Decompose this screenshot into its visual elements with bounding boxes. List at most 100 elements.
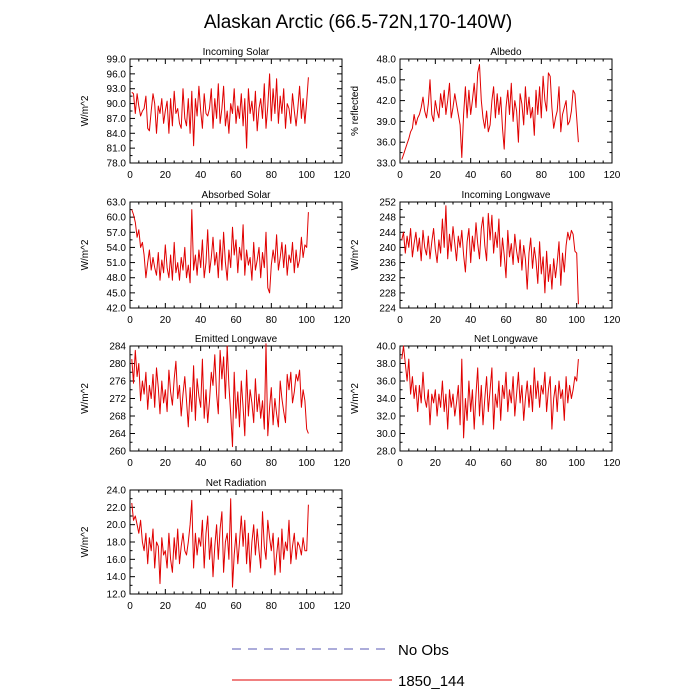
incoming-longwave-xtick-label: 40	[465, 315, 477, 326]
albedo-ytick-label: 48.0	[377, 55, 397, 66]
incoming-solar-ytick-label: 90.0	[107, 99, 127, 110]
incoming-solar-ytick-label: 84.0	[107, 129, 127, 140]
incoming-solar-ytick-label: 99.0	[107, 55, 127, 66]
absorbed-solar-ytick-label: 51.0	[107, 258, 127, 269]
net-radiation-xtick-label: 40	[195, 601, 207, 612]
net-longwave-xtick-label: 60	[500, 458, 512, 469]
absorbed-solar-xtick-label: 120	[334, 315, 351, 326]
figure-title: Alaskan Arctic (66.5-72N,170-140W)	[204, 12, 512, 33]
emitted-longwave-xtick-label: 120	[334, 458, 351, 469]
incoming-longwave-xtick-label: 120	[604, 315, 621, 326]
net-longwave-series-1850-144	[401, 345, 579, 439]
panel-net-longwave: Net Longwave 0 20 40 60 80 100 120 28.0 30.0 32.0 3…	[350, 334, 621, 469]
net-longwave-ytick-label: 30.0	[377, 429, 397, 440]
emitted-longwave-series-1850-144	[131, 343, 309, 448]
albedo-xtick-label: 60	[500, 170, 512, 181]
emitted-longwave-ytick-label: 280	[109, 359, 126, 370]
incoming-solar-title: Incoming Solar	[203, 47, 270, 58]
net-radiation-xtick-label: 0	[127, 601, 133, 612]
incoming-longwave-ylabel: W/m^2	[350, 239, 361, 270]
panel-net-radiation: Net Radiation 0 20 40 60 80 100 120 12.0 14.0 16.0…	[80, 478, 351, 612]
albedo-ytick-label: 36.0	[377, 138, 397, 149]
incoming-solar-xtick-label: 60	[230, 170, 242, 181]
emitted-longwave-xtick-label: 20	[160, 458, 172, 469]
net-longwave-ytick-label: 34.0	[377, 394, 397, 405]
net-radiation-ytick-label: 24.0	[107, 486, 127, 497]
net-longwave-ylabel: W/m^2	[350, 383, 361, 414]
albedo-ytick-label: 42.0	[377, 96, 397, 107]
emitted-longwave-xtick-label: 100	[298, 458, 315, 469]
emitted-longwave-ytick-label: 260	[109, 447, 126, 458]
emitted-longwave-ytick-label: 272	[109, 394, 126, 405]
net-radiation-ylabel: W/m^2	[80, 526, 91, 557]
emitted-longwave-ytick-label: 268	[109, 412, 126, 423]
incoming-longwave-ytick-label: 240	[379, 243, 396, 254]
net-radiation-xtick-label: 60	[230, 601, 242, 612]
albedo-series-1850-144	[401, 64, 579, 160]
absorbed-solar-ytick-label: 57.0	[107, 228, 127, 239]
absorbed-solar-xtick-label: 80	[266, 315, 278, 326]
emitted-longwave-ytick-label: 276	[109, 377, 126, 388]
absorbed-solar-series-1850-144	[131, 209, 309, 294]
albedo-xtick-label: 80	[536, 170, 548, 181]
panel-absorbed-solar: Absorbed Solar 0 20 40 60 80 100 120 42.0 45.0 48.…	[80, 190, 351, 326]
albedo-ytick-label: 39.0	[377, 117, 397, 128]
net-longwave-ytick-label: 28.0	[377, 447, 397, 458]
incoming-solar-xtick-label: 20	[160, 170, 172, 181]
incoming-solar-xtick-label: 0	[127, 170, 133, 181]
net-longwave-xtick-label: 40	[465, 458, 477, 469]
absorbed-solar-xtick-label: 60	[230, 315, 242, 326]
incoming-longwave-ytick-label: 252	[379, 198, 396, 209]
incoming-solar-ylabel: W/m^2	[80, 95, 91, 126]
absorbed-solar-ytick-label: 54.0	[107, 243, 127, 254]
net-radiation-title: Net Radiation	[206, 478, 267, 489]
net-radiation-ytick-label: 14.0	[107, 572, 127, 583]
net-radiation-ytick-label: 18.0	[107, 538, 127, 549]
incoming-longwave-ytick-label: 236	[379, 258, 396, 269]
net-longwave-xtick-label: 100	[568, 458, 585, 469]
emitted-longwave-ytick-label: 264	[109, 429, 126, 440]
panels: Incoming Solar 0 20 40 60 80 100 120 78.0 81.0 84.…	[80, 47, 621, 612]
albedo-ytick-label: 33.0	[377, 159, 397, 170]
albedo-xtick-label: 0	[397, 170, 403, 181]
incoming-solar-series-1850-144	[131, 73, 309, 149]
absorbed-solar-ytick-label: 45.0	[107, 288, 127, 299]
incoming-solar-xtick-label: 40	[195, 170, 207, 181]
net-radiation-ytick-label: 12.0	[107, 590, 127, 601]
incoming-longwave-xtick-label: 80	[536, 315, 548, 326]
net-longwave-ytick-label: 40.0	[377, 342, 397, 353]
net-longwave-ytick-label: 36.0	[377, 377, 397, 388]
absorbed-solar-title: Absorbed Solar	[202, 190, 272, 201]
net-radiation-ytick-label: 16.0	[107, 555, 127, 566]
absorbed-solar-xtick-label: 0	[127, 315, 133, 326]
incoming-solar-xtick-label: 80	[266, 170, 278, 181]
absorbed-solar-ytick-label: 60.0	[107, 213, 127, 224]
absorbed-solar-xtick-label: 40	[195, 315, 207, 326]
emitted-longwave-ytick-label: 284	[109, 342, 126, 353]
albedo-ylabel: % reflected	[350, 86, 361, 136]
net-longwave-xtick-label: 0	[397, 458, 403, 469]
albedo-title: Albedo	[490, 47, 522, 58]
incoming-longwave-xtick-label: 0	[397, 315, 403, 326]
absorbed-solar-ytick-label: 63.0	[107, 198, 127, 209]
net-longwave-xtick-label: 20	[430, 458, 442, 469]
incoming-solar-ytick-label: 78.0	[107, 159, 127, 170]
net-longwave-xtick-label: 80	[536, 458, 548, 469]
panel-incoming-longwave: Incoming Longwave 0 20 40 60 80 100 120 224 228 23…	[350, 190, 621, 326]
incoming-longwave-title: Incoming Longwave	[462, 190, 551, 201]
incoming-longwave-ytick-label: 244	[379, 228, 396, 239]
incoming-longwave-ytick-label: 232	[379, 273, 396, 284]
net-radiation-xtick-label: 20	[160, 601, 172, 612]
albedo-ytick-label: 45.0	[377, 75, 397, 86]
net-radiation-series-1850-144	[131, 498, 309, 588]
incoming-solar-xtick-label: 120	[334, 170, 351, 181]
emitted-longwave-title: Emitted Longwave	[195, 334, 278, 345]
absorbed-solar-ylabel: W/m^2	[80, 239, 91, 270]
incoming-longwave-xtick-label: 100	[568, 315, 585, 326]
net-longwave-xtick-label: 120	[604, 458, 621, 469]
absorbed-solar-ytick-label: 42.0	[107, 304, 127, 315]
net-radiation-ytick-label: 20.0	[107, 520, 127, 531]
incoming-solar-ytick-label: 87.0	[107, 114, 127, 125]
